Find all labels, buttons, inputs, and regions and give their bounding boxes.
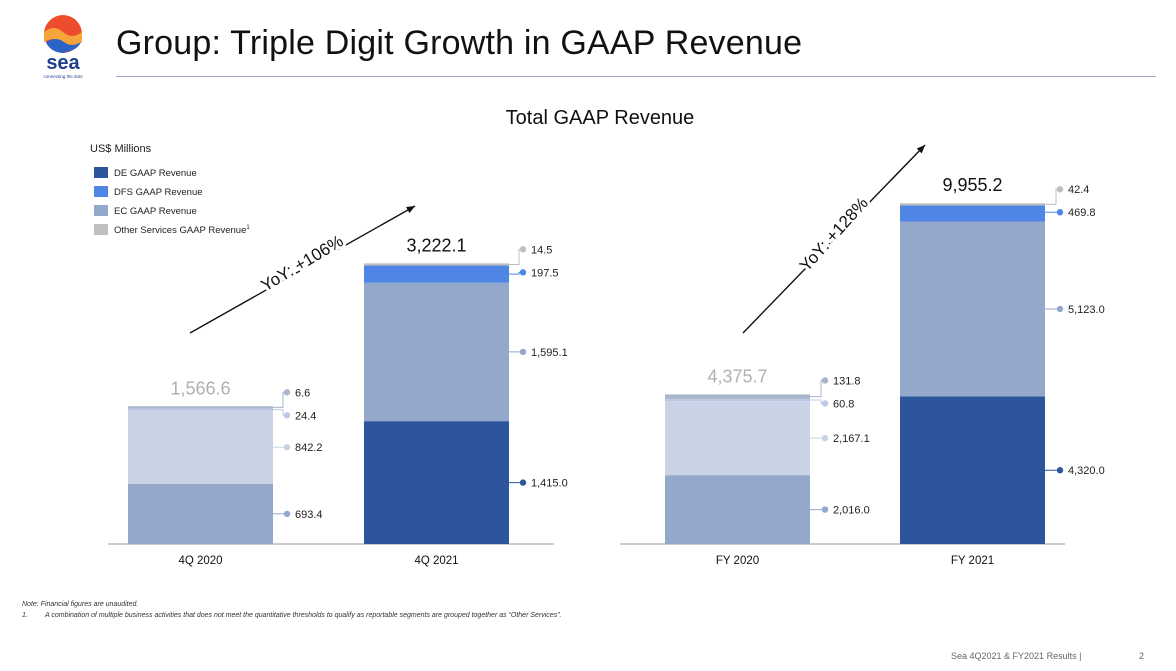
logo-wave2-icon: [46, 39, 81, 53]
segment-value-label: 60.8: [833, 398, 854, 410]
category-label: FY 2021: [951, 555, 994, 567]
segment-value-label: 2,167.1: [833, 433, 870, 445]
category-label: 4Q 2020: [178, 555, 222, 567]
legend-swatch: [94, 205, 108, 216]
title-divider: [116, 76, 1156, 77]
bar-segment: [900, 205, 1045, 222]
legend-label: EC GAAP Revenue: [114, 206, 197, 217]
label-dot-icon: [283, 444, 291, 451]
bar-segment: [364, 265, 509, 283]
category-label: FY 2020: [716, 555, 759, 567]
growth-arrow-line: [742, 144, 926, 334]
segment-value-label: 14.5: [531, 244, 552, 256]
bar-segment: [900, 203, 1045, 206]
bar-total-label: 9,955.2: [942, 175, 1002, 195]
growth-arrow-line: [189, 205, 416, 334]
label-dot-icon: [519, 479, 527, 486]
bar-total-label: 4,375.7: [707, 366, 767, 386]
label-dot-icon: [283, 389, 291, 396]
bar-segment: [128, 406, 273, 409]
segment-value-label: 469.8: [1068, 207, 1096, 219]
logo-wave-icon: [44, 28, 82, 45]
segment-value-label: 842.2: [295, 442, 323, 454]
page-title: Group: Triple Digit Growth in GAAP Reven…: [116, 24, 803, 62]
segment-value-label: 2,016.0: [833, 505, 870, 517]
segment-value-label: 24.4: [295, 410, 316, 422]
bar-segment: [665, 398, 810, 402]
growth-arrow-head-icon: [916, 145, 925, 154]
segment-value-label: 5,123.0: [1068, 304, 1105, 316]
sea-logo: sea connecting the dots: [43, 15, 83, 79]
footnote-text: A combination of multiple business activ…: [45, 612, 562, 619]
yoy-growth-label: YoY: +128%: [796, 194, 872, 275]
footer-text: Sea 4Q2021 & FY2021 Results |: [951, 651, 1082, 661]
logo-text: sea: [46, 52, 80, 74]
segment-value-label: 42.4: [1068, 184, 1089, 196]
label-dot-icon: [519, 269, 527, 276]
label-dot-icon: [821, 434, 829, 442]
category-label: 4Q 2021: [414, 555, 458, 567]
leader-line: [810, 379, 825, 398]
label-dot-icon: [519, 246, 527, 253]
yoy-growth-label: YoY: +106%: [258, 231, 347, 295]
growth-arrow-head-icon: [406, 206, 415, 214]
logo-tagline: connecting the dots: [43, 74, 83, 79]
segment-value-label: 693.4: [295, 509, 323, 521]
segment-value-label: 131.8: [833, 375, 861, 387]
note-text: Note: Financial figures are unaudited.: [22, 601, 139, 608]
legend-label: Other Services GAAP Revenue1: [114, 225, 250, 236]
label-dot-icon: [821, 400, 829, 407]
legend-label: DFS GAAP Revenue: [114, 187, 203, 198]
segment-value-label: 197.5: [531, 267, 559, 279]
segment-value-label: 1,595.1: [531, 347, 568, 359]
label-dot-icon: [283, 412, 291, 419]
footnote-number: 1.: [22, 612, 28, 619]
bar-segment: [665, 394, 810, 399]
legend-swatch: [94, 167, 108, 178]
page-number: 2: [1139, 651, 1145, 661]
chart-title: Total GAAP Revenue: [506, 107, 695, 129]
segment-value-label: 4,320.0: [1068, 465, 1105, 477]
unit-label: US$ Millions: [90, 143, 152, 155]
label-dot-icon: [519, 348, 527, 356]
label-dot-icon: [821, 506, 829, 513]
legend-superscript: 1: [246, 225, 250, 231]
label-dot-icon: [1056, 209, 1064, 216]
bar-total-label: 1,566.6: [170, 378, 230, 398]
label-dot-icon: [1056, 186, 1064, 193]
segment-value-label: 6.6: [295, 387, 310, 399]
bar-total-label: 3,222.1: [406, 235, 466, 255]
legend-swatch: [94, 186, 108, 197]
label-dot-icon: [1056, 467, 1064, 474]
bar-segment: [128, 408, 273, 411]
label-dot-icon: [1056, 305, 1064, 313]
legend-swatch: [94, 224, 108, 235]
label-dot-icon: [821, 377, 829, 384]
legend-label: DE GAAP Revenue: [114, 168, 197, 179]
label-dot-icon: [283, 510, 291, 518]
bar-segment: [364, 263, 509, 266]
segment-value-label: 1,415.0: [531, 478, 568, 490]
